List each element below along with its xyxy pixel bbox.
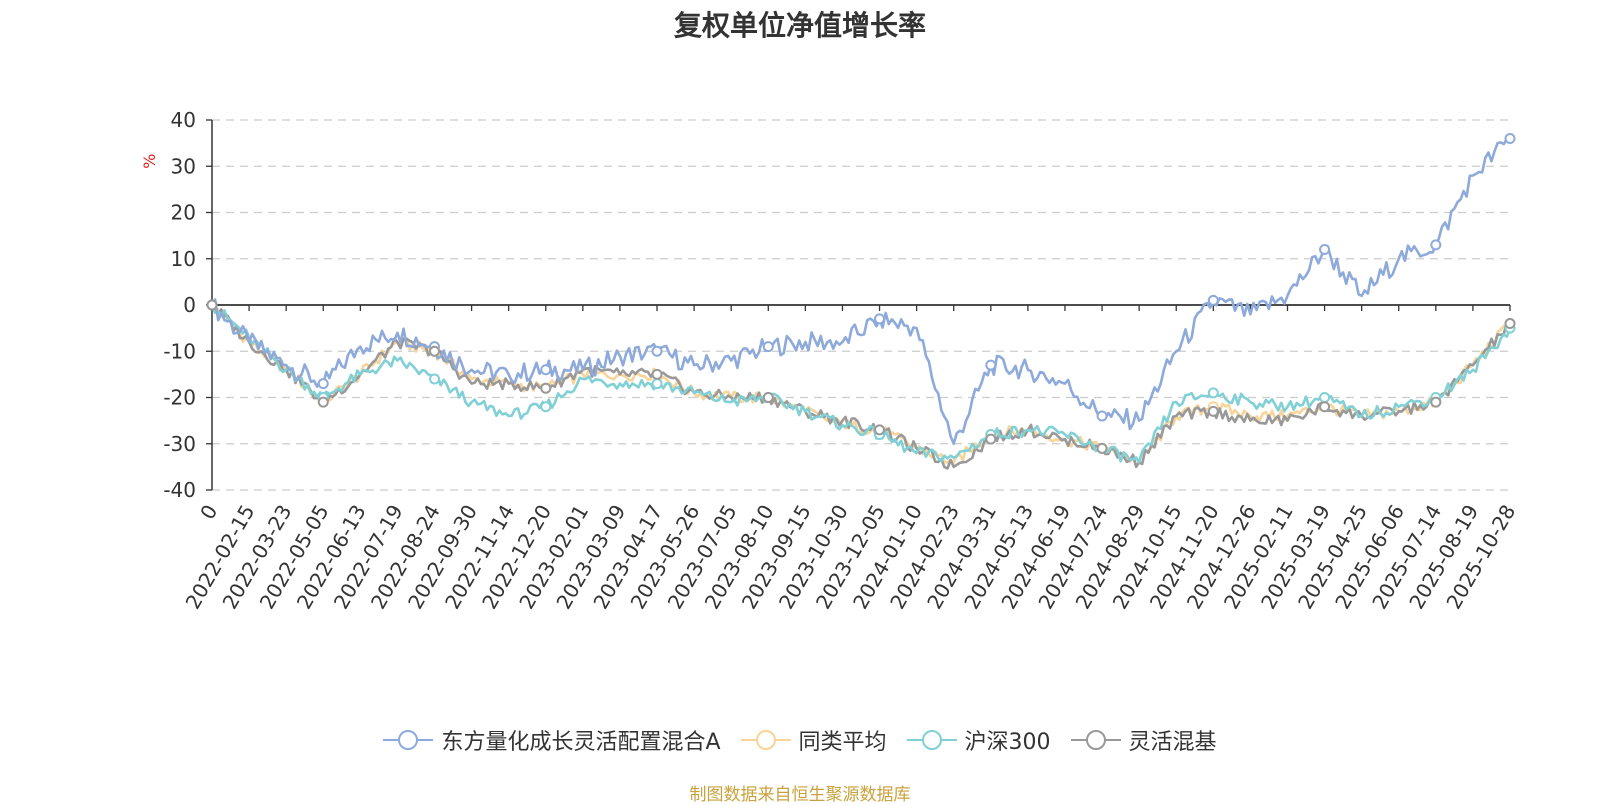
legend-item[interactable]: 沪深300: [906, 724, 1051, 756]
data-point: [1207, 294, 1219, 306]
legend-label: 沪深300: [964, 730, 1051, 755]
data-point: [1096, 410, 1108, 422]
data-point: [1430, 239, 1442, 251]
data-point: [651, 368, 663, 380]
data-point: [1207, 387, 1219, 399]
data-point: [1430, 396, 1442, 408]
data-point: [1207, 405, 1219, 417]
data-point: [540, 382, 552, 394]
axes: [206, 119, 1511, 491]
y-tick-label: -30: [163, 432, 196, 456]
y-tick-label: -20: [163, 386, 196, 410]
legend-item[interactable]: 灵活混基: [1070, 724, 1217, 756]
legend-swatch: [383, 730, 434, 750]
data-point: [429, 345, 441, 357]
data-point: [874, 313, 886, 325]
y-tick-label: 40: [171, 108, 196, 132]
data-point: [1319, 392, 1331, 403]
series-line: [210, 304, 1512, 464]
data-point: [540, 401, 552, 413]
legend-label: 东方量化成长灵活配置混合A: [441, 730, 721, 755]
data-point: [1096, 442, 1108, 454]
y-tick-label: 0: [183, 293, 196, 317]
series-line: [210, 304, 1511, 470]
series-line: [210, 137, 1511, 446]
data-point: [985, 359, 997, 371]
data-point: [317, 378, 329, 390]
series-markers: [206, 133, 1516, 454]
data-point: [1504, 133, 1516, 144]
legend-item[interactable]: 同类平均: [740, 724, 887, 756]
grid-lines: [212, 119, 1510, 491]
y-axis-label: %: [140, 154, 159, 169]
data-point: [874, 424, 886, 436]
y-tick-label: 10: [171, 247, 196, 271]
data-point: [1319, 401, 1331, 413]
data-point: [206, 299, 218, 311]
y-tick-label: 30: [171, 154, 196, 178]
series-lines: [210, 137, 1512, 470]
data-point: [1319, 244, 1331, 255]
series-line: [211, 303, 1512, 466]
data-point: [317, 396, 329, 408]
legend-item[interactable]: 东方量化成长灵活配置混合A: [383, 724, 721, 756]
data-point: [985, 433, 997, 445]
x-tick-label: 0: [195, 501, 222, 524]
legend: 东方量化成长灵活配置混合A 同类平均 沪深300 灵活混基: [0, 724, 1600, 756]
source-note: 制图数据来自恒生聚源数据库: [689, 785, 911, 805]
data-point: [429, 373, 441, 385]
legend-label: 灵活混基: [1128, 730, 1217, 755]
y-tick-label: -40: [163, 478, 196, 502]
y-tick-label: -10: [163, 339, 196, 363]
legend-swatch: [1070, 730, 1121, 750]
data-point: [1504, 318, 1516, 329]
data-point: [651, 345, 663, 357]
legend-label: 同类平均: [798, 730, 887, 755]
data-point: [762, 392, 774, 403]
y-tick-label: 20: [171, 201, 196, 225]
data-point: [651, 378, 663, 390]
data-point: [762, 341, 774, 353]
legend-swatch: [906, 730, 957, 750]
chart-title: 复权单位净值增长率: [673, 9, 926, 42]
data-point: [540, 364, 552, 376]
legend-swatch: [740, 730, 791, 750]
